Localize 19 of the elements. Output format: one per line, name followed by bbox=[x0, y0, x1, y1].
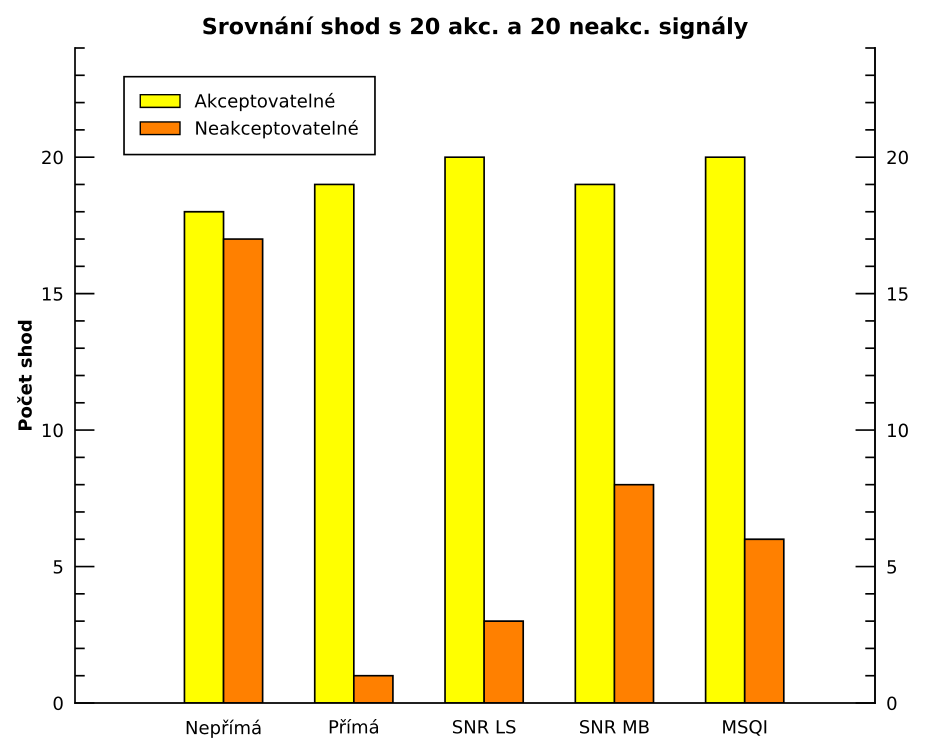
legend-label: Neakceptovatelné bbox=[196, 120, 358, 138]
y-axis-title: Počet shod bbox=[17, 320, 32, 430]
y2-tick-label: 20 bbox=[887, 150, 908, 164]
x-tick-label: Přímá bbox=[330, 718, 378, 734]
x-tick-label: SNR LS bbox=[452, 720, 516, 734]
y2-tick-label: 0 bbox=[887, 696, 896, 710]
x-tick-label: Nepřímá bbox=[186, 720, 260, 738]
y-tick-label: 5 bbox=[54, 560, 62, 574]
y-tick-label: 20 bbox=[42, 150, 63, 164]
x-tick-label: SNR MB bbox=[580, 720, 649, 734]
y2-tick-label: 15 bbox=[888, 287, 908, 301]
y2-tick-label: 5 bbox=[888, 560, 896, 574]
x-tick-label: MSQI bbox=[723, 720, 766, 736]
y2-tick-label: 10 bbox=[888, 424, 908, 438]
y-tick-label: 0 bbox=[54, 696, 63, 710]
y-tick-label: 10 bbox=[42, 424, 63, 438]
y-tick-label: 15 bbox=[42, 287, 62, 301]
chart-title: Srovnání shod s 20 akc. a 20 neakc. signály bbox=[203, 16, 748, 39]
legend-label: Akceptovatelné bbox=[194, 92, 334, 112]
